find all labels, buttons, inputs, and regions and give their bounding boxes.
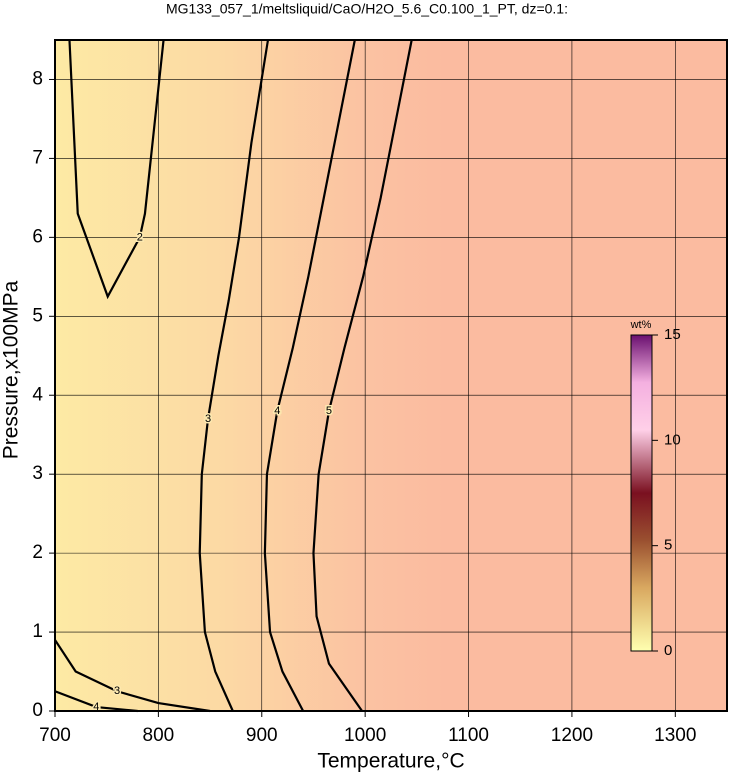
contour-line <box>54 690 138 713</box>
contour-line <box>198 39 270 712</box>
contour-line <box>312 39 413 712</box>
y-axis-label: Pressure,x100MPa <box>0 280 23 459</box>
contour-label: 4 <box>93 701 99 713</box>
colorbar-tick-label: 10 <box>664 431 681 448</box>
contour-line <box>54 639 211 713</box>
y-tick-label: 6 <box>32 226 43 247</box>
x-tick-label: 1200 <box>551 725 593 746</box>
contour-label: 2 <box>137 231 143 243</box>
colorbar-tick-label: 0 <box>664 642 672 659</box>
colorbar-tick-label: 15 <box>664 326 681 343</box>
x-tick-label: 1000 <box>344 725 386 746</box>
contour-label: 5 <box>326 405 332 417</box>
contours: 2 3 4 5 3 4 <box>54 39 413 714</box>
y-tick-label: 0 <box>32 700 43 721</box>
y-tick-label: 1 <box>32 621 43 642</box>
x-tick-label: 1300 <box>654 725 696 746</box>
y-tick-label: 8 <box>32 68 43 89</box>
plot-frame <box>54 39 728 712</box>
contour-label: 3 <box>205 413 211 425</box>
y-tick-label: 2 <box>32 542 43 563</box>
x-tick-label: 1100 <box>448 725 489 746</box>
y-tick-label: 3 <box>32 463 43 484</box>
chart-title: MG133_057_1/meltsliquid/CaO/H2O_5.6_C0.1… <box>166 1 568 17</box>
x-axis-label: Temperature,°C <box>317 750 464 773</box>
contour-line <box>68 39 165 300</box>
x-tick-label: 700 <box>39 725 71 746</box>
contour-label: 4 <box>274 405 280 417</box>
colorbar-tick-label: 5 <box>664 537 672 554</box>
colorbar <box>630 334 653 652</box>
contour-line <box>263 39 356 712</box>
y-tick-label: 4 <box>32 384 43 405</box>
y-tick-label: 5 <box>32 305 43 326</box>
colorbar-label: wt% <box>630 319 652 331</box>
x-tick-label: 900 <box>246 725 278 746</box>
x-tick-label: 800 <box>143 725 175 746</box>
y-tick-label: 7 <box>32 147 43 168</box>
plot-background <box>55 40 727 711</box>
contour-label: 3 <box>114 685 120 697</box>
